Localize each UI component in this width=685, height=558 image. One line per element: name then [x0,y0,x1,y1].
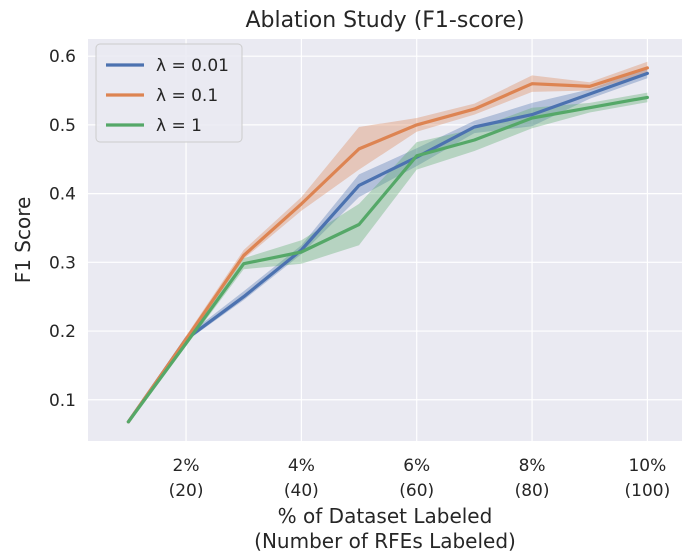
x-tick-label: 2% [173,456,200,476]
legend-box [95,43,243,143]
grid [88,39,682,441]
x-tick-sublabel: (40) [284,481,319,501]
x-axis-label: % of Dataset Labeled [278,504,493,528]
x-tick-label: 4% [288,456,315,476]
legend-label-1: λ = 0.1 [156,86,218,106]
x-tick-sublabel: (60) [399,481,434,501]
x-tick-sublabel: (80) [515,481,550,501]
x-tick-label: 6% [403,456,430,476]
x-tick-sublabel: (100) [625,481,671,501]
series-line-0 [126,71,650,424]
legend: λ = 0.01 λ = 0.1 λ = 1 [95,43,243,143]
y-tick-label: 0.5 [49,116,76,136]
y-tick-label: 0.4 [49,185,76,205]
y-axis-label: F1 Score [11,197,35,284]
series-line-1 [126,66,650,424]
y-tick-label: 0.1 [49,391,76,411]
x-tick-label: 10% [628,456,666,476]
x-axis-sublabel: (Number of RFEs Labeled) [254,529,516,553]
x-tick-sublabel: (20) [169,481,204,501]
confidence-bands [128,61,648,424]
chart-title: Ablation Study (F1-score) [245,8,524,33]
y-tick-label: 0.2 [49,322,76,342]
legend-label-2: λ = 1 [156,116,202,136]
x-tick-label: 8% [519,456,546,476]
series-line-2 [126,95,650,424]
confidence-band-1 [128,61,648,424]
tick-labels: 0.1 0.2 0.3 0.4 0.5 0.6 2% (20) 4% (40) 6% (60) 8% (8… [49,47,670,501]
legend-label-0: λ = 0.01 [156,56,229,76]
y-tick-label: 0.6 [49,47,76,67]
series-lines [126,66,650,424]
y-tick-label: 0.3 [49,253,76,273]
